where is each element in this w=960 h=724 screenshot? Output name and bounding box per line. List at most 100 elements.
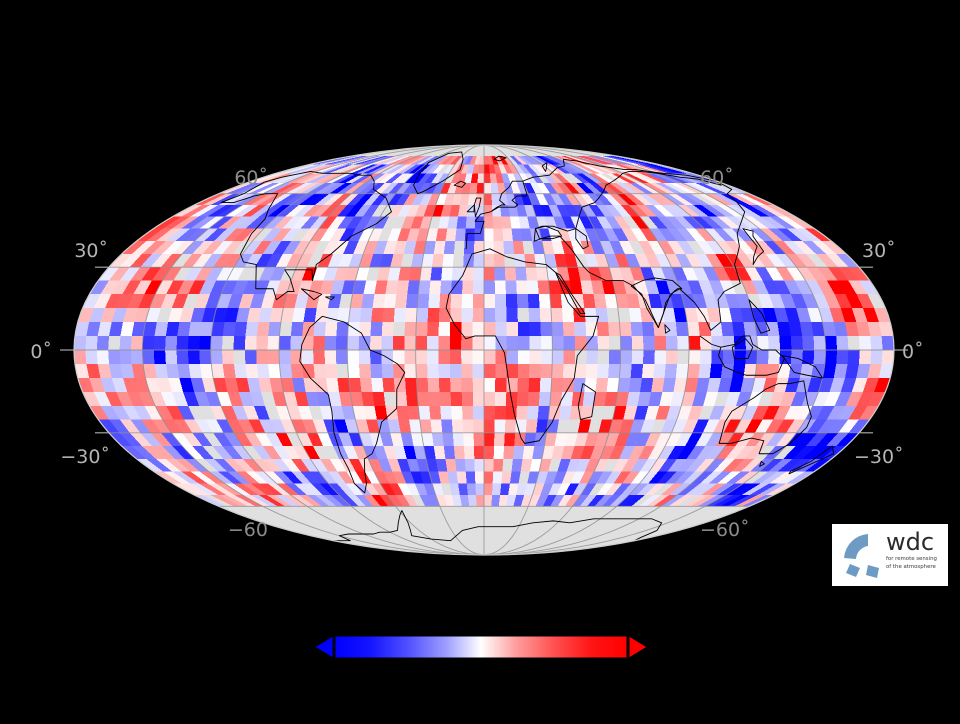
anomaly-cell — [317, 254, 334, 268]
anomaly-cell — [878, 321, 894, 336]
anomaly-cell — [623, 280, 638, 295]
anomaly-cell — [702, 419, 720, 433]
anomaly-cell — [484, 405, 495, 420]
anomaly-cell — [463, 241, 475, 255]
anomaly-cell — [572, 193, 589, 205]
anomaly-cell — [648, 391, 663, 406]
anomaly-cell — [484, 216, 494, 229]
anomaly-cell — [715, 183, 750, 194]
anomaly-cell — [535, 193, 549, 205]
anomaly-cell — [773, 405, 791, 420]
logo-arc-shape — [844, 534, 868, 559]
anomaly-cell — [712, 495, 742, 507]
anomaly-cell — [741, 483, 770, 496]
anomaly-cell — [734, 241, 756, 255]
anomaly-cell — [323, 267, 339, 281]
anomaly-cell — [408, 267, 422, 281]
anomaly-cell — [285, 173, 317, 184]
wdc-logo[interactable]: wdc for remote sensing of the atmosphere — [832, 524, 948, 586]
anomaly-cell — [484, 495, 493, 507]
anomaly-cell — [183, 267, 203, 281]
anomaly-cell — [397, 204, 412, 217]
anomaly-cell — [136, 458, 163, 472]
anomaly-cell — [282, 495, 308, 507]
anomaly-cell — [733, 483, 761, 496]
anomaly-cell — [624, 193, 645, 205]
anomaly-cell — [491, 193, 501, 205]
anomaly-cell — [484, 294, 496, 309]
colorbar-panel — [0, 600, 960, 720]
anomaly-cell — [620, 204, 640, 217]
anomaly-cell — [282, 445, 301, 459]
anomaly-cell — [223, 458, 246, 472]
anomaly-cell — [524, 156, 542, 165]
anomaly-cell — [640, 458, 658, 472]
anomaly-cell — [449, 483, 460, 496]
anomaly-cell — [676, 405, 693, 420]
anomaly-cell — [403, 241, 417, 255]
anomaly-cell — [725, 254, 745, 268]
anomaly-cell — [108, 254, 132, 268]
anomaly-cell — [745, 350, 758, 365]
anomaly-cell — [411, 156, 433, 165]
anomaly-cell — [522, 445, 535, 459]
anomaly-cell — [440, 280, 452, 295]
anomaly-cell — [590, 241, 605, 255]
anomaly-cell — [734, 419, 752, 433]
anomaly-cell — [484, 391, 496, 406]
anomaly-cell — [630, 458, 649, 472]
anomaly-cell — [364, 471, 381, 484]
anomaly-cell — [190, 483, 219, 496]
anomaly-cell — [518, 216, 530, 229]
anomaly-cell — [593, 294, 607, 309]
anomaly-cell — [729, 378, 744, 392]
anomaly-cell — [762, 405, 780, 420]
coastline — [300, 288, 323, 301]
anomaly-cell — [719, 405, 737, 420]
anomaly-cell — [836, 335, 849, 350]
anomaly-cell — [689, 183, 720, 194]
anomaly-cell — [734, 471, 760, 484]
anomaly-cell — [383, 445, 398, 459]
anomaly-cell — [345, 164, 374, 174]
anomaly-cell — [674, 216, 696, 229]
anomaly-cell — [551, 364, 564, 379]
anomaly-cell — [816, 280, 835, 295]
anomaly-cell — [806, 432, 828, 446]
anomaly-cell — [759, 228, 784, 242]
anomaly-cell — [619, 445, 635, 459]
anomaly-cell — [398, 419, 412, 433]
anomaly-cell — [456, 471, 467, 484]
anomaly-cell — [520, 193, 533, 205]
anomaly-cell — [792, 241, 817, 255]
anomaly-cell — [549, 391, 563, 406]
anomaly-cell — [643, 335, 655, 350]
anomaly-cell — [557, 193, 573, 205]
anomaly-cell — [234, 193, 263, 205]
anomaly-cell — [660, 204, 683, 217]
anomaly-cell — [788, 364, 803, 379]
anomaly-cell — [786, 228, 813, 242]
anomaly-cell — [155, 228, 182, 242]
anomaly-cell — [639, 173, 670, 184]
anomaly-cell — [638, 495, 661, 507]
anomaly-cell — [437, 173, 450, 184]
anomaly-cell — [134, 378, 150, 392]
anomaly-cell — [222, 321, 236, 336]
anomaly-cell — [181, 483, 211, 496]
anomaly-cell — [563, 335, 576, 350]
anomaly-cell — [493, 445, 505, 459]
anomaly-cell — [104, 391, 123, 406]
anomaly-cell — [363, 193, 381, 205]
anomaly-cell — [314, 308, 328, 322]
anomaly-cell — [735, 254, 755, 268]
anomaly-cell — [450, 391, 463, 406]
anomaly-cell — [807, 308, 823, 322]
anomaly-cell — [310, 458, 328, 472]
anomaly-cell — [162, 471, 191, 484]
anomaly-cell — [381, 364, 394, 379]
anomaly-cell — [826, 254, 849, 268]
colorbar[interactable] — [0, 600, 960, 720]
anomaly-cell — [867, 321, 882, 336]
anomaly-cell — [176, 350, 189, 365]
